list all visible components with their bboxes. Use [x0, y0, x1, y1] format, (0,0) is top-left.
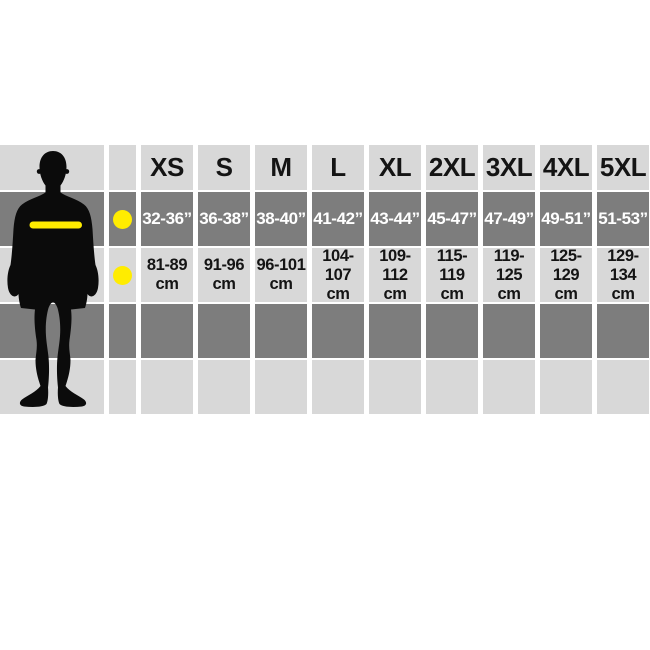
cm-value: 129-134 [607, 246, 639, 284]
size-header-s: S [198, 145, 250, 190]
size-chart-table: XS S M L XL 2XL 3XL 4XL 5XL 32-36” 36-38… [0, 145, 649, 414]
empty-cell [540, 360, 592, 414]
cm-unit-label: cm [269, 275, 293, 293]
empty-cell [369, 304, 421, 358]
chest-marker-dot-icon [113, 265, 132, 285]
empty-cell [597, 304, 649, 358]
chest-cm-s: 91-96 cm [198, 248, 250, 302]
empty-cell [198, 304, 250, 358]
chest-inches-2xl: 45-47” [426, 192, 478, 246]
cm-value: 115-119 [436, 246, 468, 284]
figure-panel-row4 [0, 304, 104, 358]
cm-value: 104-107 [322, 246, 354, 284]
chest-cm-xs: 81-89 cm [141, 248, 193, 302]
cm-value: 125-129 [550, 246, 582, 284]
cm-unit-label: cm [155, 275, 179, 293]
empty-cell [540, 304, 592, 358]
size-header-l: L [312, 145, 364, 190]
marker-col-row1 [109, 145, 136, 190]
chest-inches-xs: 32-36” [141, 192, 193, 246]
cm-unit-label: cm [383, 284, 407, 303]
figure-panel-row1 [0, 145, 104, 190]
chest-cm-5xl: 129-134 cm [597, 246, 649, 303]
empty-cell [255, 304, 307, 358]
empty-cell [426, 360, 478, 414]
empty-cell [312, 360, 364, 414]
empty-cell [255, 360, 307, 414]
figure-panel-row3 [0, 248, 104, 302]
empty-cell [597, 360, 649, 414]
chest-cm-m: 96-101 cm [255, 248, 307, 302]
chest-inches-l: 41-42” [312, 192, 364, 246]
chest-inches-m: 38-40” [255, 192, 307, 246]
chest-cm-3xl: 119-125 cm [483, 246, 535, 303]
chest-inches-3xl: 47-49” [483, 192, 535, 246]
cm-unit-label: cm [326, 284, 350, 303]
empty-cell [426, 304, 478, 358]
size-header-3xl: 3XL [483, 145, 535, 190]
size-header-m: M [255, 145, 307, 190]
chest-cm-l: 104-107 cm [312, 246, 364, 303]
cm-value: 81-89 [146, 256, 188, 274]
cm-unit-label: cm [554, 284, 578, 303]
empty-cell [369, 360, 421, 414]
cm-value: 109-112 [379, 246, 411, 284]
empty-cell [141, 304, 193, 358]
size-header-4xl: 4XL [540, 145, 592, 190]
size-header-xl: XL [369, 145, 421, 190]
chest-cm-2xl: 115-119 cm [426, 246, 478, 303]
size-header-2xl: 2XL [426, 145, 478, 190]
chest-inches-xl: 43-44” [369, 192, 421, 246]
empty-cell [483, 360, 535, 414]
empty-cell [312, 304, 364, 358]
cm-value: 91-96 [203, 256, 245, 274]
chest-cm-4xl: 125-129 cm [540, 246, 592, 303]
marker-cell-cm [109, 248, 136, 302]
chest-inches-s: 36-38” [198, 192, 250, 246]
cm-unit-label: cm [611, 284, 635, 303]
empty-cell [198, 360, 250, 414]
chest-marker-dot-icon [113, 209, 132, 229]
figure-panel-row2 [0, 192, 104, 246]
chest-inches-4xl: 49-51” [540, 192, 592, 246]
size-header-5xl: 5XL [597, 145, 649, 190]
marker-cell-inches [109, 192, 136, 246]
cm-unit-label: cm [440, 284, 464, 303]
marker-col-row5 [109, 360, 136, 414]
cm-unit-label: cm [497, 284, 521, 303]
marker-col-row4 [109, 304, 136, 358]
chest-cm-xl: 109-112 cm [369, 246, 421, 303]
empty-cell [483, 304, 535, 358]
cm-unit-label: cm [212, 275, 236, 293]
cm-value: 96-101 [256, 256, 306, 274]
figure-panel-row5 [0, 360, 104, 414]
empty-cell [141, 360, 193, 414]
size-header-xs: XS [141, 145, 193, 190]
cm-value: 119-125 [493, 246, 525, 284]
chest-inches-5xl: 51-53” [597, 192, 649, 246]
